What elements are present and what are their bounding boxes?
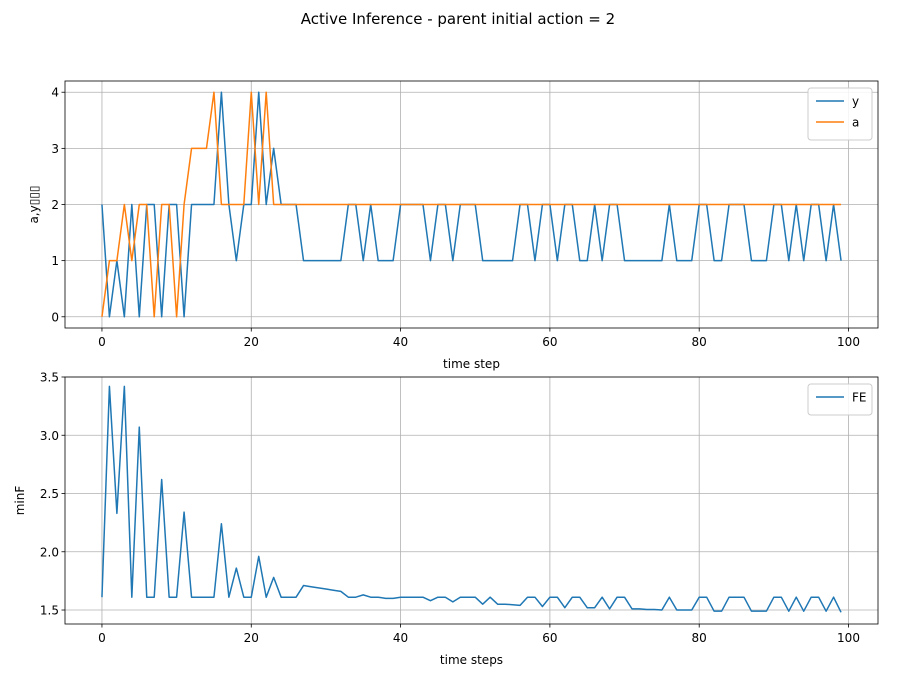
legend-label-FE: FE xyxy=(852,391,866,405)
y-tick-label: 2.0 xyxy=(40,545,59,559)
y-axis-label: minF xyxy=(13,486,27,516)
x-tick-label: 60 xyxy=(542,631,557,645)
legend-box xyxy=(807,383,873,416)
y-tick-label: 1 xyxy=(51,254,59,268)
y-tick-label: 4 xyxy=(51,86,59,100)
x-tick-label: 60 xyxy=(542,335,557,349)
y-tick-label: 2.5 xyxy=(40,487,59,501)
chart-free-energy: 0 20 40 60 80 100 1.5 2.0 2.5 3.0 3.5 time steps m… xyxy=(13,371,879,667)
x-tick-label: 0 xyxy=(98,631,106,645)
y-tick-label: 0 xyxy=(51,310,59,324)
legend: FE xyxy=(807,383,873,416)
x-axis-label: time step xyxy=(443,357,500,371)
y-tick-label: 3.5 xyxy=(40,371,59,385)
y-tick-label: 1.5 xyxy=(40,604,59,618)
x-tick-label: 20 xyxy=(244,335,259,349)
legend-box xyxy=(807,87,873,141)
y-tick-label: 2 xyxy=(51,198,59,212)
y-tick-label: 3.0 xyxy=(40,429,59,443)
x-tick-label: 40 xyxy=(393,631,408,645)
x-tick-label: 0 xyxy=(98,335,106,349)
chart-actions-observations: 0 20 40 60 80 100 0 1 2 3 4 time step a,y▯▯▯ ya xyxy=(27,80,879,371)
x-tick-label: 100 xyxy=(837,335,860,349)
x-tick-label: 20 xyxy=(244,631,259,645)
x-tick-label: 40 xyxy=(393,335,408,349)
series-line-FE xyxy=(101,385,842,613)
figure-title: Active Inference - parent initial action… xyxy=(301,10,615,28)
x-axis-label: time steps xyxy=(440,653,503,667)
x-tick-label: 80 xyxy=(692,335,707,349)
x-tick-label: 80 xyxy=(692,631,707,645)
legend-label-a: a xyxy=(852,116,859,130)
y-tick-label: 3 xyxy=(51,142,59,156)
x-tick-label: 100 xyxy=(837,631,860,645)
y-axis-label: a,y▯▯▯ xyxy=(27,185,41,223)
legend-label-y: y xyxy=(852,95,859,109)
legend: ya xyxy=(807,87,873,141)
series-line-a xyxy=(101,91,842,318)
plot-frame xyxy=(64,376,879,625)
